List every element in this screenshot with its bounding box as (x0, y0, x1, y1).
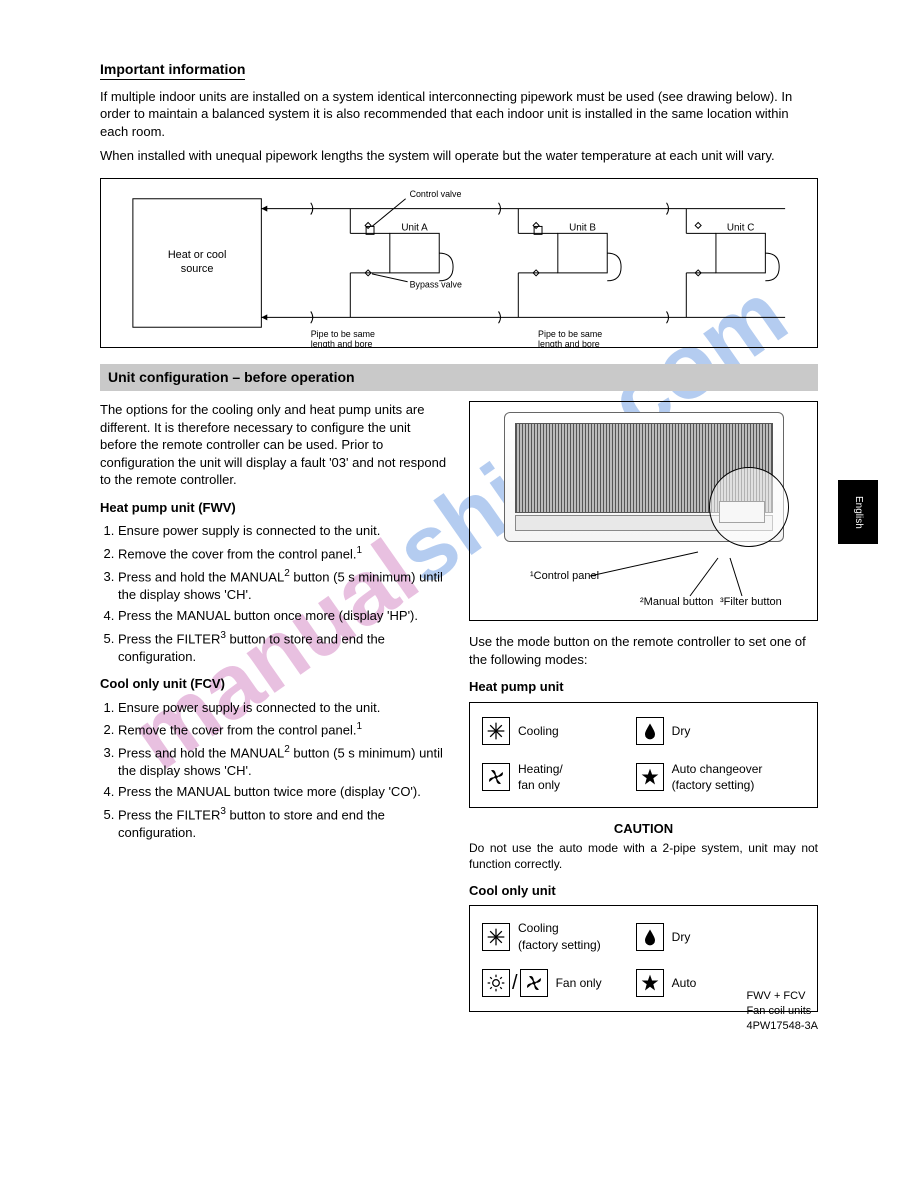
svg-text:length and bore: length and bore (311, 339, 373, 347)
intro-p1: If multiple indoor units are installed o… (100, 88, 818, 141)
config-intro: The options for the cooling only and hea… (100, 401, 449, 489)
step: Remove the cover from the control panel.… (118, 720, 449, 739)
droplet-icon (636, 717, 664, 745)
mode-dry: Dry (636, 717, 772, 745)
hp-mode-box: Cooling Dry Heating/ fan only Auto chang… (469, 702, 818, 808)
step: Press and hold the MANUAL2 button (5 s m… (118, 567, 449, 603)
intro-text: If multiple indoor units are installed o… (100, 88, 818, 164)
step: Press the MANUAL button once more (displ… (118, 607, 449, 625)
svg-text:source: source (181, 263, 214, 275)
mode-fan-only: / Fan only (482, 969, 618, 997)
step: Remove the cover from the control panel.… (118, 544, 449, 563)
source-label: Heat or cool (168, 249, 227, 261)
caution-title: CAUTION (469, 820, 818, 838)
mode-intro: Use the mode button on the remote contro… (469, 633, 818, 668)
hp-steps: Ensure power supply is connected to the … (100, 522, 449, 665)
droplet-icon (636, 923, 664, 951)
piping-diagram: Heat or cool source Unit A Unit B Unit C (100, 178, 818, 348)
side-tab: English (838, 480, 878, 544)
section-title: Important information (100, 60, 245, 80)
callout-1: ¹Control panel (530, 569, 599, 584)
step: Ensure power supply is connected to the … (118, 699, 449, 717)
diagram-svg: Heat or cool source Unit A Unit B Unit C (101, 179, 817, 347)
svg-text:Control valve: Control valve (410, 189, 462, 199)
unit-illustration-box: ¹Control panel ²Manual button ³Filter bu… (469, 401, 818, 621)
config-bar: Unit configuration – before operation (100, 364, 818, 391)
hp-mode-title: Heat pump unit (469, 678, 818, 696)
mode-cooling: Cooling (482, 717, 618, 745)
svg-text:Unit C: Unit C (727, 222, 754, 233)
fan-icon (482, 763, 510, 791)
callout-circle (709, 467, 789, 547)
step: Press the FILTER3 button to store and en… (118, 805, 449, 841)
star-icon (636, 763, 664, 791)
co-steps: Ensure power supply is connected to the … (100, 699, 449, 842)
star-icon (636, 969, 664, 997)
mode-dry: Dry (636, 920, 772, 952)
co-mode-box: Cooling (factory setting) Dry / Fan only… (469, 905, 818, 1011)
caution-text: Do not use the auto mode with a 2-pipe s… (469, 840, 818, 872)
mode-auto: Auto (636, 969, 772, 997)
snowflake-icon (482, 923, 510, 951)
snowflake-icon (482, 717, 510, 745)
callout-2: ²Manual button (640, 595, 713, 610)
step: Press the MANUAL button twice more (disp… (118, 783, 449, 801)
intro-p2: When installed with unequal pipework len… (100, 147, 818, 165)
co-title: Cool only unit (FCV) (100, 675, 449, 693)
fan-icon (520, 969, 548, 997)
mode-cooling: Cooling (factory setting) (482, 920, 618, 952)
sun-icon (482, 969, 510, 997)
callout-3: ³Filter button (720, 595, 782, 610)
slash: / (512, 973, 518, 993)
mode-auto: Auto changeover (factory setting) (636, 761, 772, 793)
step: Ensure power supply is connected to the … (118, 522, 449, 540)
mode-heat-fan: Heating/ fan only (482, 761, 618, 793)
svg-text:Pipe to be same: Pipe to be same (311, 329, 375, 339)
indoor-unit (504, 412, 784, 542)
svg-text:Bypass valve: Bypass valve (410, 280, 462, 290)
hp-title: Heat pump unit (FWV) (100, 499, 449, 517)
svg-text:Unit A: Unit A (401, 222, 428, 233)
svg-text:length and bore: length and bore (538, 339, 600, 347)
step: Press and hold the MANUAL2 button (5 s m… (118, 743, 449, 779)
svg-text:Pipe to be same: Pipe to be same (538, 329, 602, 339)
co-mode-title: Cool only unit (469, 882, 818, 900)
step: Press the FILTER3 button to store and en… (118, 629, 449, 665)
svg-text:Unit B: Unit B (569, 222, 596, 233)
